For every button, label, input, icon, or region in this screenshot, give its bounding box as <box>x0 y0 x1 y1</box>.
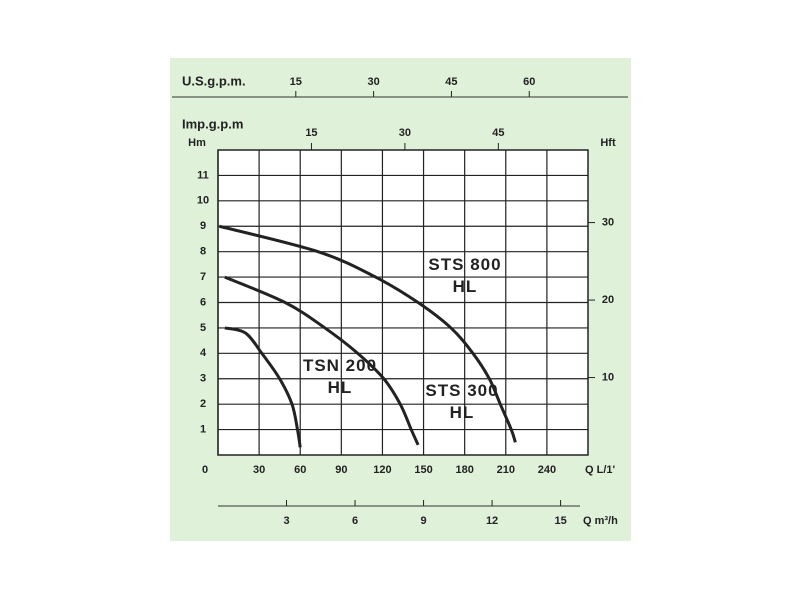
y2-axis-label: Hft <box>600 137 616 149</box>
y2-tick-label: 20 <box>602 294 614 306</box>
x-tick-label: 30 <box>253 464 265 476</box>
x-tick-label: 0 <box>202 464 208 476</box>
y2-tick-label: 30 <box>602 216 614 228</box>
curve <box>224 326 302 448</box>
x-tick-label: 90 <box>335 464 347 476</box>
bottom-axis-label: Q m³/h <box>583 515 618 527</box>
top-tick-label: 15 <box>305 127 317 139</box>
y-tick-label: 10 <box>197 195 209 207</box>
y2-tick-label: 10 <box>602 371 614 383</box>
top-axis-label: Imp.g.p.m <box>182 116 243 131</box>
y-axis-label: Hm <box>188 137 206 149</box>
curve-label: STS 800 HL <box>428 255 502 296</box>
curve-label: STS 300 HL <box>425 381 499 422</box>
bottom-tick-label: 3 <box>283 515 289 527</box>
bottom-tick-label: 9 <box>420 515 426 527</box>
y-tick-label: 2 <box>200 398 206 410</box>
x-axis-label: Q L/1' <box>585 464 616 476</box>
y-tick-label: 8 <box>200 246 206 258</box>
top-tick-label: 45 <box>492 127 504 139</box>
curve <box>218 224 517 443</box>
bottom-tick-label: 6 <box>352 515 358 527</box>
curve <box>224 275 420 446</box>
plot-frame <box>217 149 589 456</box>
x-tick-label: 150 <box>414 464 432 476</box>
x-tick-label: 60 <box>294 464 306 476</box>
y-tick-label: 3 <box>200 373 206 385</box>
top-tick-label: 30 <box>367 76 379 88</box>
y-tick-label: 9 <box>200 220 206 232</box>
top-tick-label: 15 <box>290 76 302 88</box>
x-tick-label: 210 <box>497 464 515 476</box>
y-tick-label: 5 <box>200 322 206 334</box>
y-tick-label: 7 <box>200 271 206 283</box>
curve-label: TSN 200 HL <box>302 356 378 397</box>
top-tick-label: 60 <box>523 76 535 88</box>
x-tick-label: 240 <box>538 464 556 476</box>
y-tick-label: 1 <box>200 423 206 435</box>
top-tick-label: 45 <box>445 76 457 88</box>
y-tick-label: 6 <box>200 296 206 308</box>
top-tick-label: 30 <box>399 127 411 139</box>
y-tick-label: 4 <box>200 347 207 359</box>
x-tick-label: 180 <box>455 464 473 476</box>
bottom-tick-label: 15 <box>554 515 566 527</box>
top-axis-label: U.S.g.p.m. <box>182 73 246 88</box>
y-tick-label: 11 <box>197 169 209 181</box>
bottom-tick-label: 12 <box>486 515 498 527</box>
x-tick-label: 120 <box>373 464 391 476</box>
